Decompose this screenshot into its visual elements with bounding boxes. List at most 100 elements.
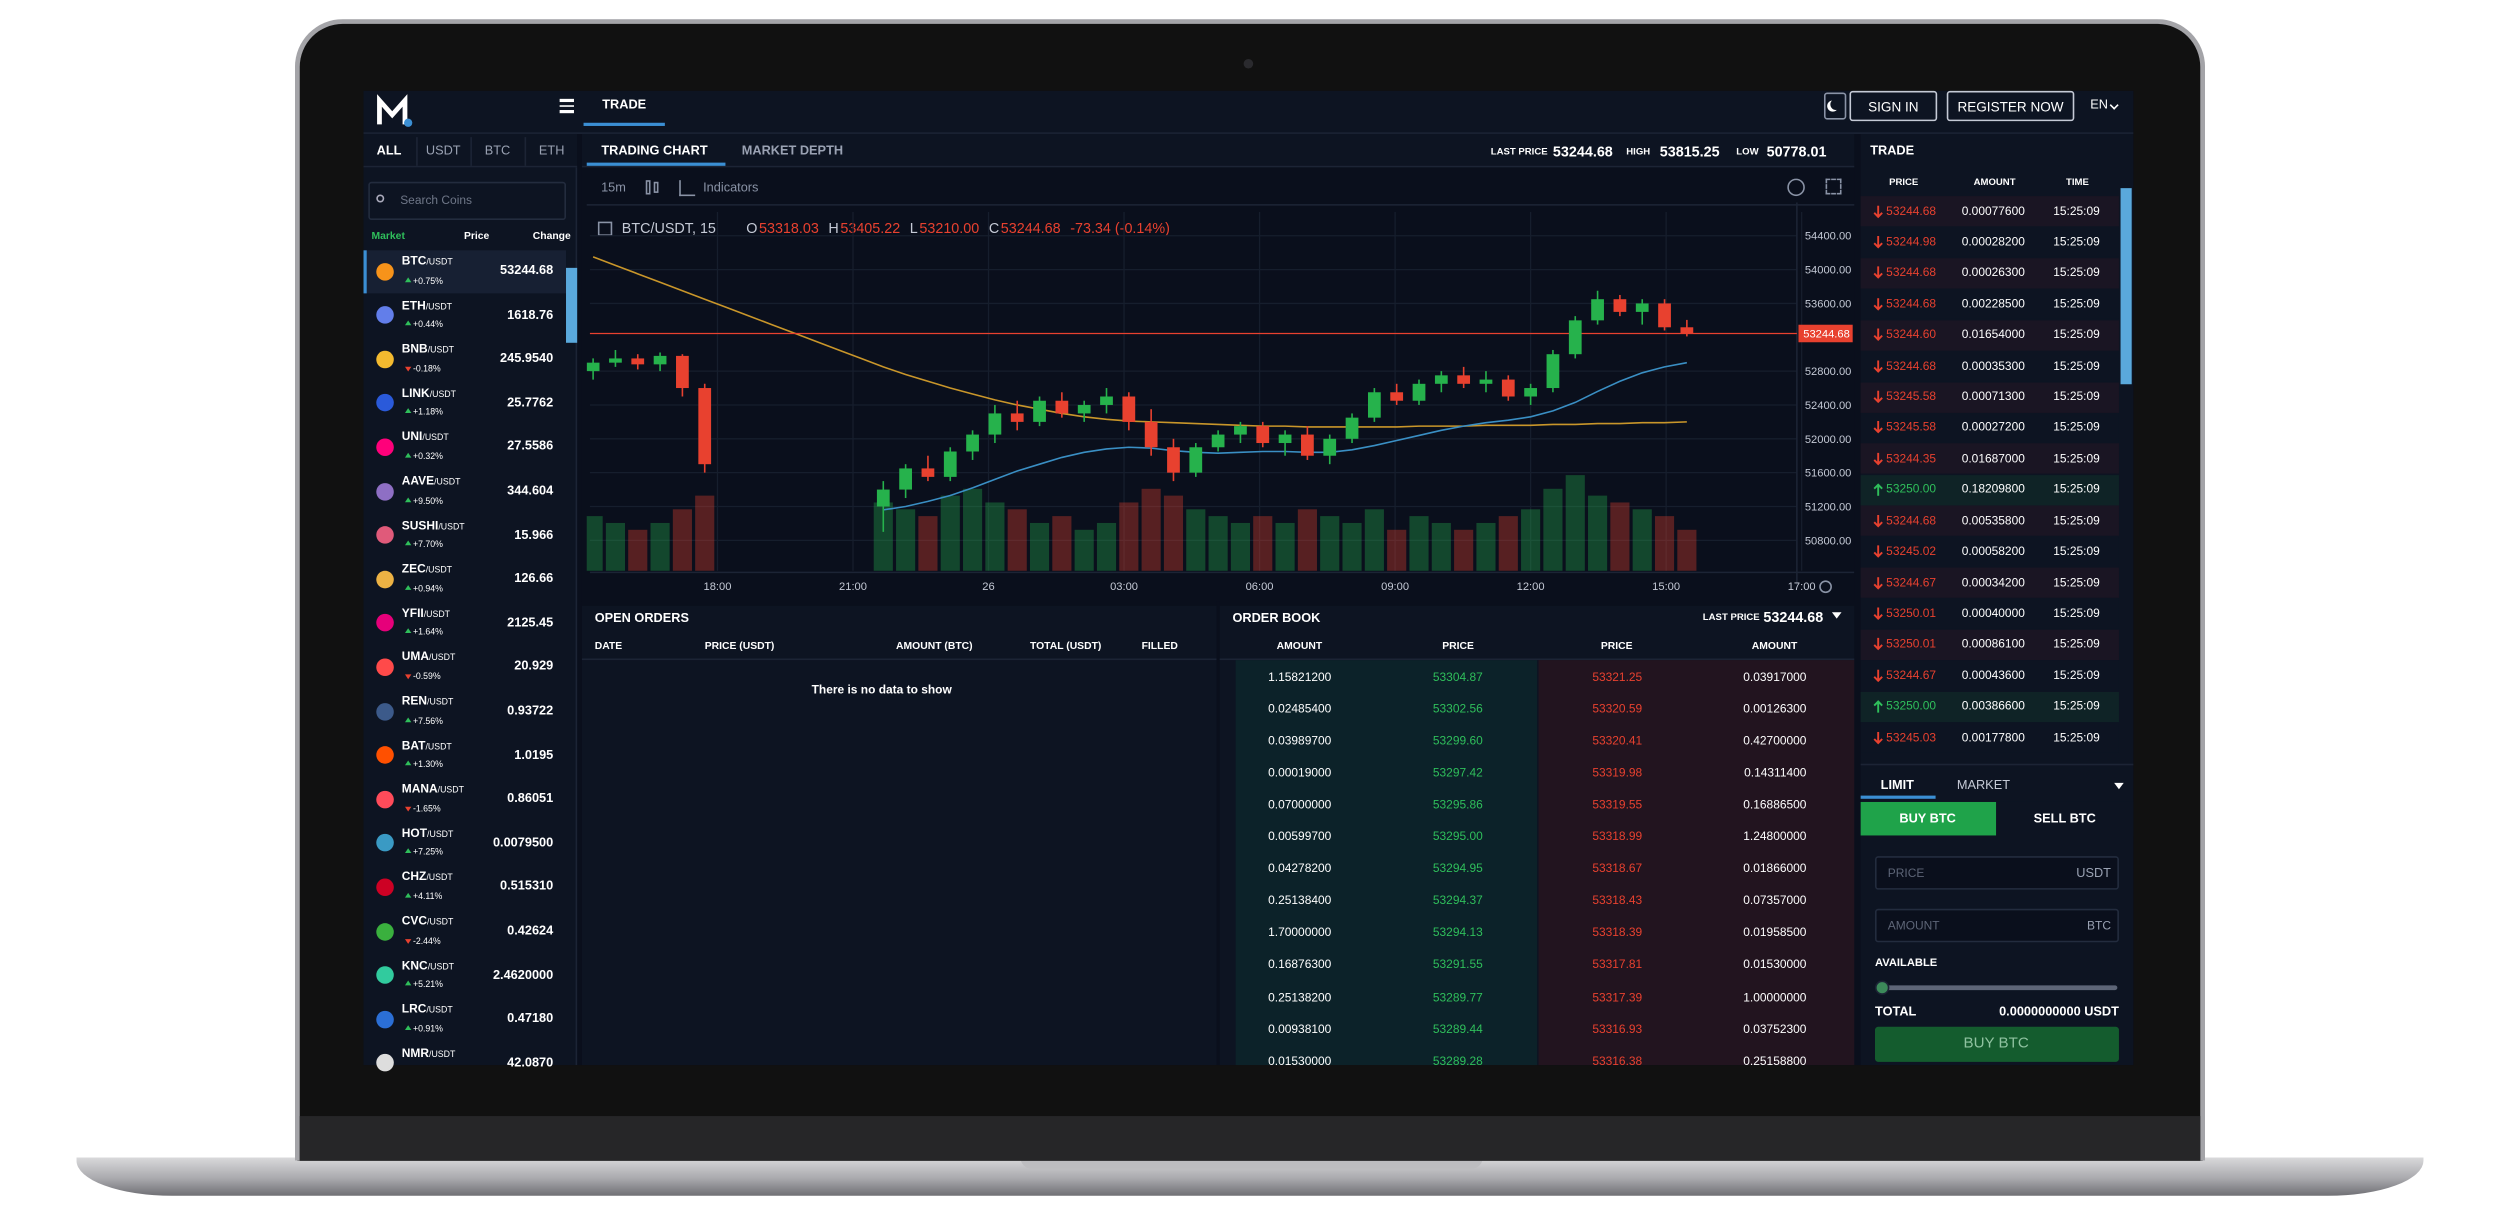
settings-icon[interactable]: [1787, 178, 1805, 197]
trade-price: 53244.98: [1886, 234, 1937, 249]
volume-bar: [605, 522, 626, 571]
coin-name[interactable]: ETH/USDT: [402, 298, 452, 316]
coin-icon: [376, 438, 394, 456]
coin-change: +0.32%: [412, 452, 443, 463]
change-arrow: [404, 540, 412, 546]
top-bar: [363, 90, 2134, 134]
coin-name[interactable]: ZEC/USDT: [402, 562, 452, 580]
market-tab[interactable]: USDT: [425, 142, 461, 158]
theme-toggle[interactable]: [1823, 92, 1847, 120]
coin-name[interactable]: BAT/USDT: [402, 738, 452, 756]
change-arrow: [404, 584, 412, 590]
indicators[interactable]: Indicators: [703, 180, 759, 195]
volume-bar: [586, 516, 603, 571]
market-tab[interactable]: ALL: [376, 142, 402, 158]
trade-price: 53244.68: [1886, 512, 1937, 528]
coin-icon: [376, 922, 394, 940]
coin-name[interactable]: CHZ/USDT: [402, 870, 453, 888]
tab-separator: [416, 137, 418, 166]
bid-price: 53289.44: [1432, 1021, 1483, 1036]
coin-name[interactable]: BTC/USDT: [402, 254, 453, 272]
trade-time: 15:25:09: [2053, 543, 2100, 559]
ask-amount: 0.03752300: [1743, 1021, 1807, 1036]
market-tab[interactable]: BTC: [484, 142, 511, 158]
coin-name[interactable]: MANA/USDT: [402, 782, 464, 800]
ask-price: 53320.59: [1592, 700, 1643, 716]
search-box[interactable]: [368, 181, 567, 221]
trade-time: 15:25:09: [2053, 234, 2100, 249]
trade-direction: [1873, 700, 1883, 714]
order-type-tab[interactable]: LIMIT: [1880, 778, 1914, 793]
ask-price: 53320.41: [1592, 732, 1643, 748]
coin-column[interactable]: Market: [371, 230, 405, 242]
x-tick-label: 15:00: [1652, 581, 1680, 593]
volume-bar: [1208, 516, 1228, 571]
stat-value: 53815.25: [1659, 143, 1720, 160]
bid-amount: 0.02485400: [1268, 700, 1332, 716]
price-input[interactable]: [1875, 856, 2119, 890]
fullscreen-icon[interactable]: [1825, 178, 1842, 195]
order-type-caret: [2114, 782, 2124, 790]
language[interactable]: EN: [2090, 97, 2108, 112]
trade-amount: 0.18209800: [1961, 481, 2025, 497]
chart-tab[interactable]: MARKET DEPTH: [741, 142, 844, 158]
column-header: TIME: [2066, 177, 2089, 188]
coin-icon: [376, 394, 394, 412]
ask-amount: 1.00000000: [1743, 989, 1807, 1004]
last-price-caret: [1831, 612, 1842, 619]
coin-name[interactable]: LINK/USDT: [402, 386, 456, 404]
coin-name[interactable]: UNI/USDT: [402, 430, 449, 448]
coin-symbol: ZEC: [401, 561, 426, 576]
coin-name[interactable]: SUSHI/USDT: [402, 518, 465, 536]
coin-icon: [376, 1054, 394, 1072]
trade-time: 15:25:09: [2053, 667, 2100, 683]
time-settings-icon: [1819, 580, 1832, 594]
coin-column[interactable]: Price: [463, 230, 490, 242]
price-chart: 54400.00 54000.00 53600.00 52800.00 52400.00…: [586, 202, 1855, 594]
candle-body: [1234, 426, 1247, 435]
order-type-tab[interactable]: MARKET: [1956, 778, 2011, 793]
trade-time: 15:25:09: [2053, 450, 2100, 466]
coin-name[interactable]: NMR/USDT: [402, 1046, 456, 1064]
sell-tab[interactable]: [1996, 801, 2134, 836]
menu-icon-bar: [559, 110, 574, 113]
trade-price: 53244.60: [1886, 327, 1937, 342]
chart-tab[interactable]: TRADING CHART: [601, 142, 708, 158]
register-button[interactable]: [1946, 90, 2075, 122]
bid-price: 53295.00: [1432, 829, 1483, 844]
chart-legend: BTC/USDT, 15 O 53318.03 H 53405.22 L 53210.00 C…: [597, 218, 1170, 237]
price-placeholder: PRICE: [1887, 864, 1925, 880]
coin-name[interactable]: KNC/USDT: [402, 958, 454, 976]
coin-name[interactable]: REN/USDT: [402, 694, 454, 712]
coin-name[interactable]: CVC/USDT: [402, 914, 454, 932]
nav-tab[interactable]: TRADE: [602, 97, 647, 112]
coin-name[interactable]: LRC/USDT: [402, 1002, 453, 1020]
buy-tab[interactable]: [1860, 801, 1997, 836]
slider-knob[interactable]: [1875, 980, 1890, 995]
change-arrow: [404, 1024, 412, 1030]
sign-in-button[interactable]: [1849, 90, 1938, 122]
legend-value: 53244.68: [1000, 220, 1061, 236]
coin-name[interactable]: AAVE/USDT: [402, 474, 461, 492]
interval[interactable]: 15m: [601, 180, 626, 195]
amount-slider[interactable]: [1881, 985, 2118, 990]
market-tab[interactable]: ETH: [538, 142, 565, 158]
trade-time: 15:25:09: [2053, 574, 2100, 590]
candle-body: [1167, 447, 1180, 473]
submit-button[interactable]: [1875, 1026, 2119, 1062]
amount-input[interactable]: [1875, 908, 2119, 943]
ask-price: 53321.25: [1592, 668, 1643, 684]
coin-change: +1.18%: [412, 408, 443, 419]
coin-name[interactable]: UMA/USDT: [402, 650, 456, 668]
trade-direction: [1873, 204, 1883, 218]
column-header: AMOUNT: [1276, 640, 1323, 652]
trade-amount: 0.00058200: [1961, 543, 2025, 559]
bid-price: 53302.56: [1432, 700, 1483, 716]
coin-name[interactable]: HOT/USDT: [402, 826, 454, 844]
bid-price: 53289.77: [1432, 989, 1483, 1004]
candle-body: [1144, 421, 1158, 448]
volume-bar: [1409, 516, 1429, 571]
coin-name[interactable]: BNB/USDT: [402, 341, 454, 359]
coin-column[interactable]: Change: [532, 230, 571, 242]
coin-name[interactable]: YFII/USDT: [402, 606, 450, 624]
